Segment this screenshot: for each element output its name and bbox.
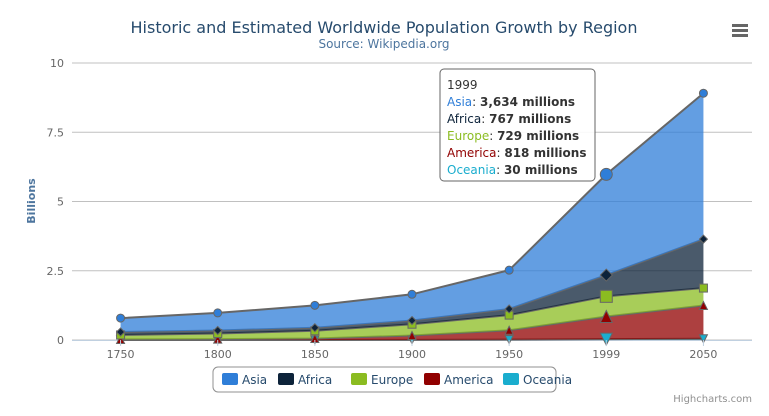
x-tick-label: 1800 (204, 348, 232, 361)
marker-america[interactable] (407, 330, 417, 341)
legend-item-africa[interactable]: Africa (278, 373, 332, 387)
legend-label: America (444, 373, 494, 387)
x-tick-label: 1850 (301, 348, 329, 361)
y-tick-label: 0 (57, 334, 64, 347)
legend-swatch (278, 373, 294, 385)
tooltip-header: 1999 (447, 78, 478, 92)
marker-europe[interactable] (599, 289, 613, 303)
legend-label: Asia (242, 373, 267, 387)
y-tick-label: 7.5 (47, 126, 65, 139)
tooltip-series-name: Asia (447, 95, 472, 109)
y-tick-label: 2.5 (47, 265, 65, 278)
marker-oceania[interactable] (504, 335, 514, 345)
tooltip-row: Europe: 729 millions (447, 129, 579, 143)
tooltip-value: 818 millions (504, 146, 586, 160)
tooltip-series-name: Africa (447, 112, 481, 126)
legend-label: Oceania (523, 373, 572, 387)
legend-swatch (351, 373, 367, 385)
x-tick-label: 1750 (107, 348, 135, 361)
tooltip-value: 767 millions (489, 112, 571, 126)
legend-item-asia[interactable]: Asia (222, 373, 267, 387)
legend: Asia Africa Europe America Oceania (212, 366, 572, 393)
tooltip-row: Africa: 767 millions (447, 112, 571, 126)
legend-swatch (222, 373, 238, 385)
marker-asia[interactable] (213, 308, 223, 318)
chart-subtitle: Source: Wikipedia.org (318, 37, 449, 51)
tooltip-value: 30 millions (504, 163, 578, 177)
marker-oceania[interactable] (698, 334, 709, 344)
tooltip: 1999 Asia: 3,634 millions Africa: 767 mill… (439, 68, 596, 182)
marker-asia[interactable] (116, 313, 126, 323)
credits-link[interactable]: Highcharts.com (673, 394, 752, 405)
tooltip-series-name: America (447, 146, 497, 160)
marker-asia[interactable] (407, 289, 417, 299)
marker-africa[interactable] (698, 234, 709, 244)
x-tick-label: 1900 (398, 348, 426, 361)
marker-africa[interactable] (599, 268, 613, 282)
marker-africa[interactable] (213, 325, 223, 336)
marker-asia[interactable] (599, 167, 613, 181)
area-america[interactable] (120, 305, 704, 340)
legend-item-america[interactable]: America (424, 373, 494, 387)
y-axis-title: Billions (25, 178, 38, 224)
x-tick-label: 1950 (495, 348, 523, 361)
tooltip-value: 3,634 millions (480, 95, 575, 109)
tooltip-value: 729 millions (497, 129, 579, 143)
menu-button[interactable] (728, 18, 752, 40)
tooltip-series-name: Europe (447, 129, 489, 143)
tooltip-row: Asia: 3,634 millions (447, 95, 575, 109)
x-tick-label: 2050 (689, 348, 717, 361)
y-tick-label: 5 (57, 196, 64, 209)
tooltip-box (439, 68, 596, 182)
chart-title: Historic and Estimated Worldwide Populat… (131, 18, 638, 37)
tooltip-row: America: 818 millions (447, 146, 586, 160)
marker-oceania[interactable] (599, 332, 614, 347)
legend-label: Europe (371, 373, 413, 387)
marker-africa[interactable] (407, 315, 417, 326)
marker-asia[interactable] (698, 88, 708, 98)
marker-africa[interactable] (310, 323, 320, 333)
marker-africa[interactable] (115, 327, 126, 337)
tooltip-row: Oceania: 30 millions (447, 163, 578, 177)
hamburger-menu-icon (732, 24, 748, 27)
marker-america[interactable] (698, 300, 709, 310)
area-africa[interactable] (120, 239, 704, 335)
marker-america[interactable] (504, 325, 514, 335)
legend-item-oceania[interactable]: Oceania (503, 373, 572, 387)
tooltip-series-name: Oceania (447, 163, 496, 177)
legend-item-europe[interactable]: Europe (351, 373, 413, 387)
area-asia[interactable] (120, 93, 704, 332)
marker-america[interactable] (599, 309, 614, 324)
marker-asia[interactable] (310, 300, 320, 310)
marker-asia[interactable] (504, 265, 514, 275)
y-tick-label: 10 (50, 57, 64, 70)
marker-africa[interactable] (504, 304, 514, 314)
x-tick-label: 1999 (592, 348, 620, 361)
marker-europe[interactable] (698, 283, 708, 293)
legend-swatch (503, 373, 519, 385)
legend-label: Africa (298, 373, 332, 387)
legend-box (212, 366, 557, 393)
legend-swatch (424, 373, 440, 385)
